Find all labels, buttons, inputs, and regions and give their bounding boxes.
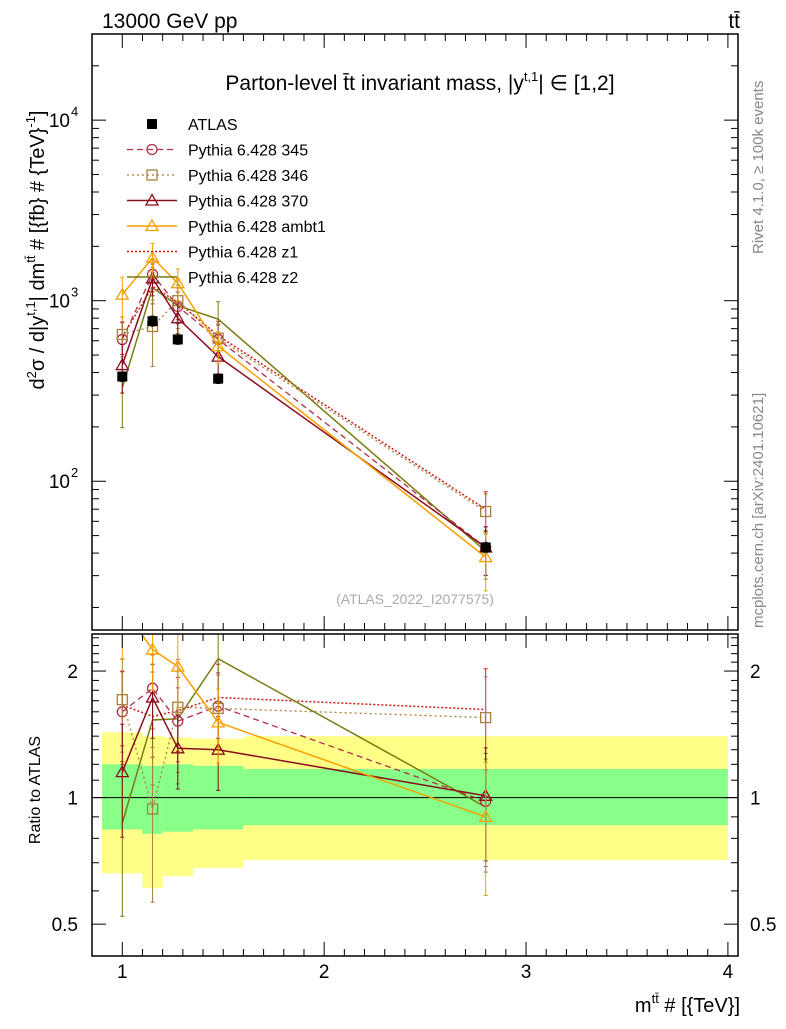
ratio-point-p346 bbox=[146, 803, 159, 815]
ratio-y-tick-label: 0.5 bbox=[52, 915, 78, 936]
source-label: mcplots.cern.ch [arXiv:2401.10621] bbox=[750, 393, 767, 628]
ratio-line-p345 bbox=[121, 687, 486, 802]
legend-label-z2: Pythia 6.428 z2 bbox=[188, 270, 298, 287]
ratio-point-p370 bbox=[170, 740, 185, 754]
main-y-tick-exponent: 2 bbox=[71, 465, 78, 480]
analysis-id-label: (ATLAS_2022_I2077575) bbox=[336, 591, 494, 607]
ratio-point-p370 bbox=[145, 690, 160, 703]
main-ylabel: d2σ / d|yt,1| dmtt̄ # [{fb} # {TeV}-1] bbox=[23, 111, 49, 390]
legend-marker-ambt1 bbox=[144, 218, 160, 232]
main-y-tick-label: 10 bbox=[49, 111, 70, 132]
legend-label-p345: Pythia 6.428 345 bbox=[188, 143, 308, 160]
ratio-point-p346 bbox=[116, 694, 128, 706]
main-point-p370 bbox=[170, 310, 185, 324]
main-point-p346 bbox=[116, 328, 128, 341]
main-point-ambt1 bbox=[170, 275, 185, 289]
main-line-z2 bbox=[121, 286, 487, 552]
ratio-ylabel: Ratio to ATLAS bbox=[27, 736, 44, 844]
ratio-point-ambt1 bbox=[478, 809, 493, 822]
ratio-point-ambt1 bbox=[145, 642, 160, 655]
ratio-series-layer bbox=[115, 601, 493, 917]
x-tick-label: 3 bbox=[521, 962, 532, 983]
legend-marker-p370 bbox=[144, 193, 160, 206]
main-series-p370 bbox=[115, 263, 493, 576]
legend-label-ambt1: Pythia 6.428 ambt1 bbox=[188, 219, 326, 236]
ratio-point-p370 bbox=[115, 764, 130, 778]
main-point-data bbox=[480, 542, 491, 553]
legend-label-p346: Pythia 6.428 346 bbox=[188, 168, 308, 185]
main-point-ambt1 bbox=[145, 250, 160, 263]
ratio-point-p346 bbox=[480, 711, 492, 724]
legend-marker-p345 bbox=[146, 143, 158, 156]
ratio-line-z1 bbox=[122, 696, 486, 718]
ratio-y-tick-label: 1 bbox=[67, 789, 78, 810]
main-line-p346 bbox=[122, 299, 487, 513]
main-point-p346 bbox=[480, 505, 492, 518]
main-frame bbox=[91, 33, 739, 631]
main-series-layer bbox=[115, 242, 493, 592]
main-y-tick-label: 10 bbox=[49, 292, 70, 313]
ratio-y-tick-label-right: 1 bbox=[750, 789, 761, 810]
main-y-tick-label: 10 bbox=[49, 472, 70, 493]
main-point-ambt1 bbox=[211, 338, 226, 352]
ratio-line-p346 bbox=[121, 699, 486, 812]
main-series-ambt1 bbox=[115, 242, 493, 592]
final-state-label: tt̄ bbox=[728, 10, 740, 33]
main-y-tick-exponent: 3 bbox=[71, 285, 78, 300]
chart-title: Parton-level t̄t invariant mass, |yt,1| … bbox=[225, 69, 614, 95]
main-point-data bbox=[117, 371, 128, 382]
legend-label-p370: Pythia 6.428 370 bbox=[188, 194, 308, 211]
ratio-point-ambt1 bbox=[211, 715, 226, 728]
legend-label-z1: Pythia 6.428 z1 bbox=[188, 245, 298, 262]
ratio-xlabel: mtt̄ # [{TeV}] bbox=[635, 991, 740, 1017]
main-y-tick-exponent: 4 bbox=[71, 104, 78, 119]
legend-marker-p346 bbox=[146, 169, 158, 181]
ratio-frame bbox=[91, 633, 739, 957]
main-point-ambt1 bbox=[478, 549, 493, 563]
rivet-version-label: Rivet 4.1.0, ≥ 100k events bbox=[750, 81, 767, 254]
legend: ATLAS Pythia 6.428 345 Pythia 6.428 346 Pyt… bbox=[127, 117, 326, 287]
main-point-data bbox=[147, 316, 158, 327]
ratio-y-tick-label-right: 2 bbox=[750, 662, 761, 683]
ratio-point-ambt1 bbox=[170, 659, 185, 672]
main-series-data bbox=[117, 316, 491, 553]
ratio-y-tick-label: 2 bbox=[67, 662, 78, 683]
ratio-point-ambt1 bbox=[116, 601, 128, 612]
ratio-band-inner bbox=[102, 764, 728, 834]
legend-label-data: ATLAS bbox=[188, 117, 238, 134]
ratio-y-tick-label-right: 0.5 bbox=[750, 915, 776, 936]
main-point-data bbox=[213, 373, 224, 384]
main-point-data bbox=[172, 334, 183, 345]
x-tick-label: 4 bbox=[723, 962, 734, 983]
legend-marker-data bbox=[147, 119, 157, 129]
main-series-p346 bbox=[116, 279, 492, 535]
x-tick-label: 2 bbox=[319, 962, 330, 983]
process-label: 13000 GeV pp bbox=[102, 10, 237, 33]
x-tick-label: 1 bbox=[117, 962, 128, 983]
main-point-p370 bbox=[115, 357, 130, 371]
main-point-ambt1 bbox=[115, 287, 130, 300]
